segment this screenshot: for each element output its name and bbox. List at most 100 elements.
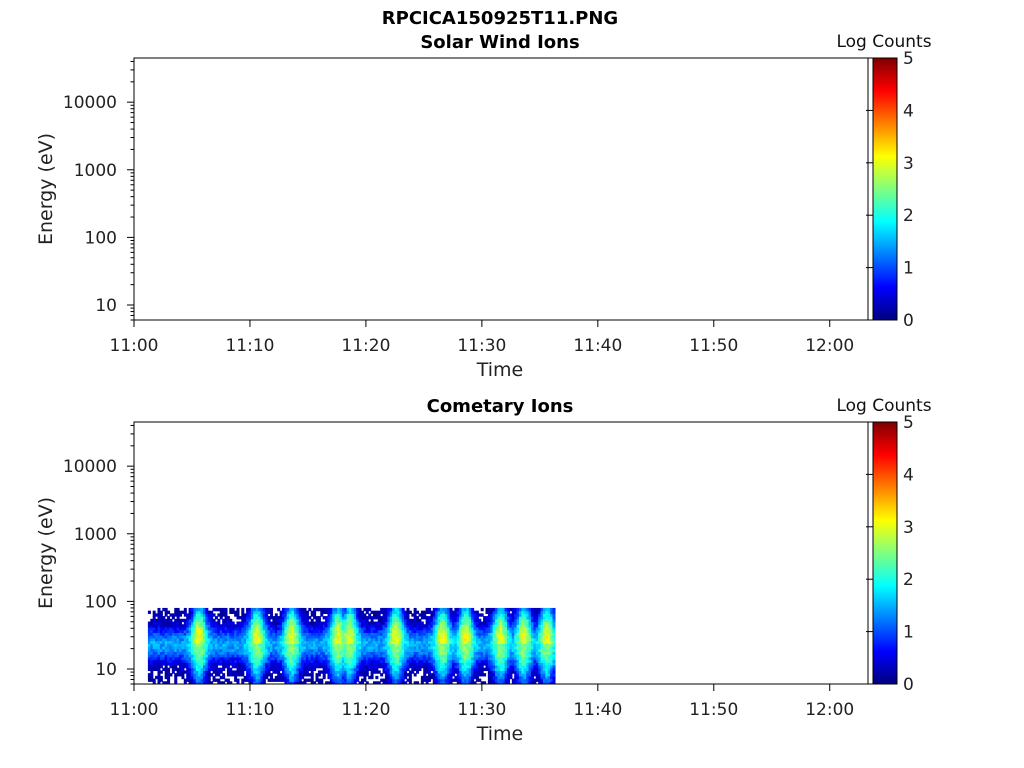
cometary-spectrogram-cell bbox=[463, 675, 467, 680]
cometary-spectrogram-cell bbox=[545, 670, 549, 674]
cometary-spectrogram-cell bbox=[363, 659, 367, 663]
cometary-spectrogram-cell bbox=[480, 637, 484, 642]
cometary-spectrogram-cell bbox=[351, 610, 355, 614]
cometary-spectrogram-cell bbox=[521, 624, 525, 628]
cometary-spectrogram-cell bbox=[339, 610, 343, 614]
cometary-x-tick-label: 11:30 bbox=[457, 700, 506, 720]
cometary-spectrogram-cell bbox=[217, 678, 221, 682]
cometary-spectrogram-cell bbox=[495, 664, 499, 669]
cometary-spectrogram-cell bbox=[389, 640, 393, 644]
cometary-spectrogram-cell bbox=[533, 607, 537, 612]
cometary-spectrogram-cell bbox=[241, 616, 245, 620]
cometary-spectrogram-cell bbox=[183, 629, 187, 633]
cometary-spectrogram-cell bbox=[466, 670, 470, 674]
cometary-spectrogram-cell bbox=[552, 618, 556, 623]
cometary-spectrogram-cell bbox=[212, 626, 216, 631]
cometary-spectrogram-cell bbox=[456, 626, 460, 631]
cometary-spectrogram-cell bbox=[241, 610, 245, 614]
cometary-spectrogram-cell bbox=[428, 626, 432, 631]
cometary-spectrogram-cell bbox=[377, 656, 381, 661]
cometary-spectrogram-cell bbox=[471, 610, 475, 614]
cometary-spectrogram-cell bbox=[260, 607, 264, 612]
cometary-spectrogram-cell bbox=[202, 675, 206, 680]
cometary-spectrogram-cell bbox=[176, 635, 180, 639]
cometary-spectrogram-cell bbox=[511, 613, 515, 617]
cometary-spectrogram-cell bbox=[444, 656, 448, 661]
cometary-spectrogram-cell bbox=[327, 613, 331, 617]
cometary-spectrogram-cell bbox=[497, 607, 501, 612]
cometary-spectrogram-cell bbox=[526, 662, 530, 666]
cometary-spectrogram-cell bbox=[224, 613, 228, 617]
cometary-spectrogram-cell bbox=[155, 667, 159, 672]
cometary-spectrogram-cell bbox=[186, 675, 190, 680]
cometary-spectrogram-cell bbox=[277, 667, 281, 672]
cometary-spectrogram-cell bbox=[234, 637, 238, 642]
cometary-spectrogram-cell bbox=[535, 618, 539, 623]
cometary-spectrogram-cell bbox=[365, 645, 369, 650]
cometary-spectrogram-cell bbox=[480, 607, 484, 612]
cometary-spectrogram-cell bbox=[430, 635, 434, 639]
cometary-spectrogram-cell bbox=[540, 681, 544, 684]
cometary-spectrogram-cell bbox=[349, 637, 353, 642]
cometary-spectrogram-cell bbox=[492, 662, 496, 666]
cometary-spectrogram-cell bbox=[169, 664, 173, 669]
cometary-spectrogram-cell bbox=[456, 670, 460, 674]
cometary-spectrogram-cell bbox=[389, 673, 393, 677]
cometary-spectrogram-cell bbox=[174, 610, 178, 614]
cometary-spectrogram-cell bbox=[310, 654, 314, 658]
cometary-spectrogram-cell bbox=[262, 632, 266, 636]
cometary-spectrogram-cell bbox=[370, 610, 374, 614]
cometary-spectrogram-cell bbox=[315, 651, 319, 655]
cometary-spectrogram-cell bbox=[219, 632, 223, 636]
cometary-spectrogram-cell bbox=[528, 616, 532, 620]
cometary-spectrogram-cell bbox=[413, 610, 417, 614]
cometary-spectrogram-cell bbox=[150, 637, 154, 642]
cometary-spectrogram-cell bbox=[358, 654, 362, 658]
cometary-spectrogram-cell bbox=[159, 618, 163, 623]
cometary-spectrogram-cell bbox=[423, 624, 427, 628]
cometary-spectrogram-cell bbox=[164, 670, 168, 674]
cometary-spectrogram-cell bbox=[428, 654, 432, 658]
cometary-spectrogram-cell bbox=[329, 656, 333, 661]
cometary-spectrogram-cell bbox=[485, 624, 489, 628]
cometary-spectrogram-cell bbox=[504, 675, 508, 680]
cometary-spectrogram-cell bbox=[289, 635, 293, 639]
cometary-spectrogram-cell bbox=[380, 640, 384, 644]
cometary-spectrogram-cell bbox=[349, 613, 353, 617]
cometary-spectrogram-cell bbox=[337, 675, 341, 680]
cometary-spectrogram-cell bbox=[475, 610, 479, 614]
cometary-spectrogram-cell bbox=[368, 632, 372, 636]
cometary-spectrogram-cell bbox=[246, 656, 250, 661]
cometary-spectrogram-cell bbox=[301, 675, 305, 680]
cometary-spectrogram-cell bbox=[478, 651, 482, 655]
cometary-spectrogram-cell bbox=[157, 629, 161, 633]
cometary-spectrogram-cell bbox=[236, 651, 240, 655]
cometary-spectrogram-cell bbox=[193, 635, 197, 639]
cometary-spectrogram-cell bbox=[507, 640, 511, 644]
cometary-spectrogram-cell bbox=[495, 621, 499, 625]
cometary-spectrogram-cell bbox=[248, 645, 252, 650]
cometary-spectrogram-cell bbox=[473, 662, 477, 666]
cometary-spectrogram-cell bbox=[200, 610, 204, 614]
cometary-spectrogram-cell bbox=[274, 632, 278, 636]
cometary-spectrogram-cell bbox=[404, 618, 408, 623]
cometary-spectrogram-cell bbox=[495, 656, 499, 661]
cometary-spectrogram-cell bbox=[353, 618, 357, 623]
cometary-spectrogram-cell bbox=[523, 640, 527, 644]
cometary-spectrogram-cell bbox=[399, 648, 403, 653]
cometary-spectrogram-cell bbox=[332, 662, 336, 666]
cometary-spectrogram-cell bbox=[401, 607, 405, 612]
cometary-spectrogram-cell bbox=[440, 643, 443, 647]
cometary-spectrogram-cell bbox=[530, 629, 534, 633]
cometary-spectrogram-cell bbox=[229, 659, 233, 663]
cometary-spectrogram-cell bbox=[162, 659, 166, 663]
cometary-spectrogram-cell bbox=[442, 667, 446, 672]
cometary-spectrogram-cell bbox=[159, 643, 163, 647]
cometary-spectrogram-cell bbox=[375, 626, 379, 631]
cometary-spectrogram-cell bbox=[224, 610, 228, 614]
cometary-spectrogram-cell bbox=[198, 656, 202, 661]
cometary-spectrogram-cell bbox=[248, 618, 252, 623]
cometary-spectrogram-cell bbox=[396, 616, 400, 620]
cometary-spectrogram-cell bbox=[236, 656, 240, 661]
cometary-spectrogram-cell bbox=[542, 613, 546, 617]
